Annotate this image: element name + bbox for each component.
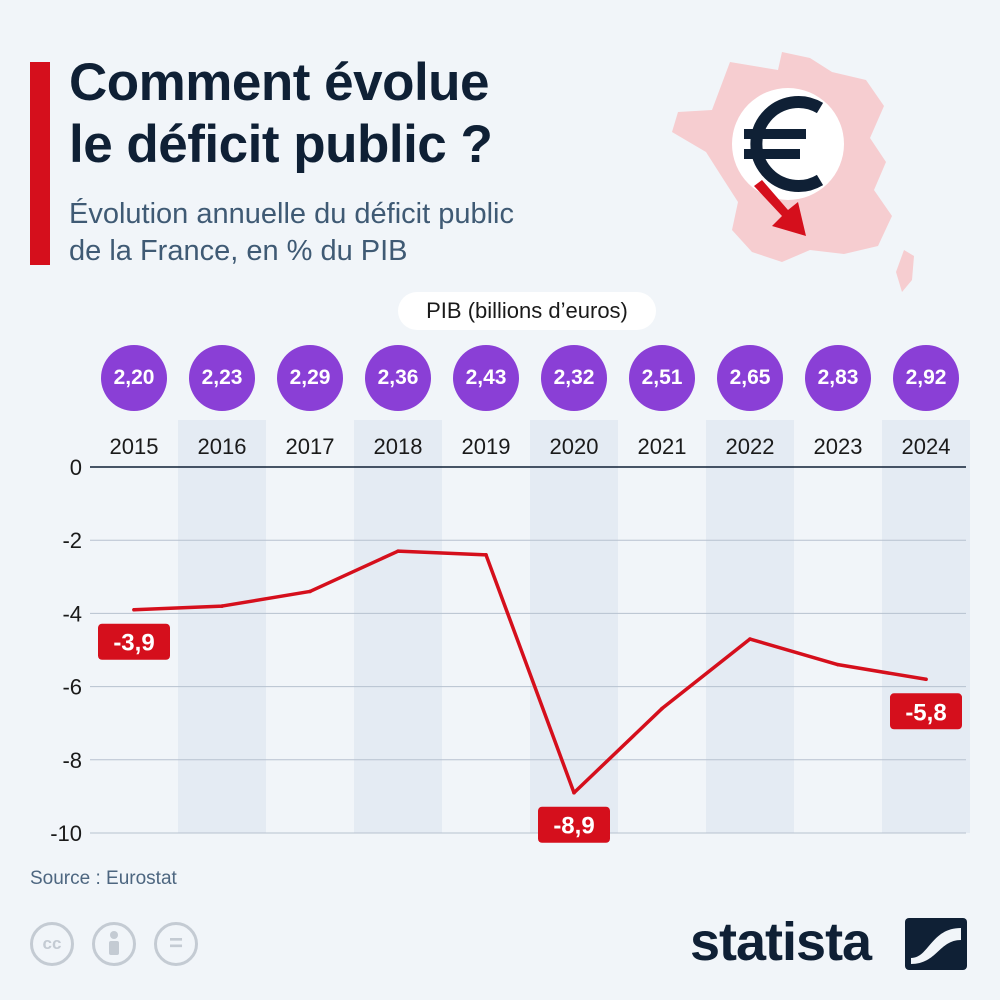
data-point [308,589,312,594]
y-tick-label: -2 [62,528,82,553]
column-band [882,420,970,833]
data-point [572,790,576,795]
pib-bubble: 2,92 [893,345,959,411]
data-label-box [890,693,962,730]
column-band [706,420,794,833]
pib-bubble: 2,20 [101,345,167,411]
data-label: -8,9 [553,813,594,840]
x-tick-label: 2016 [198,434,247,459]
person-icon [109,931,119,955]
x-tick-label: 2022 [726,434,775,459]
chart-title: Comment évolue le déficit public ? [69,53,493,174]
y-tick-label: -4 [62,601,82,626]
x-tick-label: 2023 [814,434,863,459]
data-label-box [98,623,170,660]
y-tick-label: -6 [62,675,82,700]
data-point [484,553,488,557]
euro-glyph-icon [750,96,824,192]
data-label-box [538,806,610,843]
x-tick-label: 2018 [374,434,423,459]
data-point [748,637,752,641]
data-point [220,604,224,608]
pib-bubble: 2,43 [453,345,519,411]
column-band [530,420,618,833]
x-tick-label: 2019 [462,434,511,459]
column-band [178,420,266,833]
attribution-icon [92,922,136,966]
cc-icon: cc [30,922,74,966]
data-point [396,549,400,553]
pib-bubble: 2,65 [717,345,783,411]
y-tick-label: -8 [62,748,82,773]
deficit-series-line [132,549,928,795]
column-band [354,420,442,833]
data-point [836,662,840,667]
data-label: -3,9 [113,630,154,657]
pib-label: PIB (billions d’euros) [398,292,656,330]
pib-bubble: 2,36 [365,345,431,411]
statista-logo-text: statista [690,912,872,972]
x-tick-label: 2020 [550,434,599,459]
data-point [132,607,136,612]
statista-logo-mark [905,918,967,970]
pib-bubble: 2,51 [629,345,695,411]
source-note: Source : Eurostat [30,868,177,889]
data-point [660,706,664,711]
x-tick-label: 2017 [286,434,335,459]
x-tick-label: 2024 [902,434,951,459]
x-tick-label: 2021 [638,434,687,459]
corsica-shape [896,250,914,292]
pib-bubble: 2,32 [541,345,607,411]
data-label: -5,8 [905,699,946,726]
france-euro-illustration [672,52,914,292]
y-tick-label: -10 [50,821,82,846]
y-tick-label: 0 [70,455,82,480]
x-tick-label: 2015 [110,434,159,459]
pib-bubble: 2,83 [805,345,871,411]
no-derivatives-icon: = [154,922,198,966]
pib-bubble: 2,29 [277,345,343,411]
data-point [924,677,928,682]
chart-subtitle: Évolution annuelle du déficit public de … [69,198,514,267]
accent-bar [30,62,50,265]
pib-bubble: 2,23 [189,345,255,411]
deficit-line-chart: 0 -2 -4 -6 -8 -10 2015 2016 2017 2018 2019 2020 2021… [50,420,970,846]
down-arrow-icon [754,180,806,236]
